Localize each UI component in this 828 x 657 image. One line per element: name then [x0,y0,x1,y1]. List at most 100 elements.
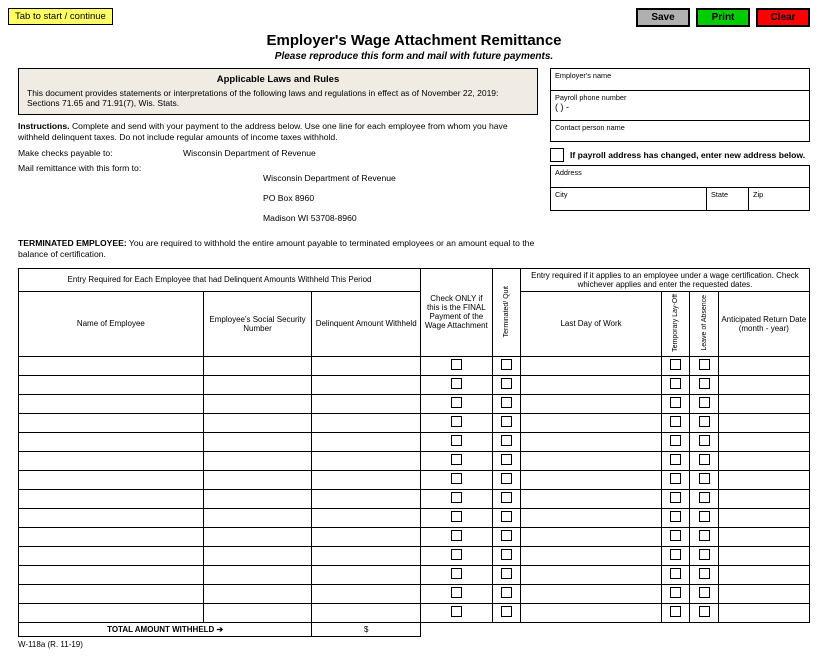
cell-amount[interactable] [312,489,421,508]
cell-final[interactable] [421,394,493,413]
cell-layoff[interactable] [662,527,690,546]
cell-termquit[interactable] [492,470,520,489]
cell-leave[interactable] [690,413,718,432]
cell-layoff[interactable] [662,603,690,622]
cell-lastday[interactable] [520,451,661,470]
cell-lastday[interactable] [520,527,661,546]
cell-ssn[interactable] [203,432,312,451]
cell-name[interactable] [19,356,204,375]
cell-leave[interactable] [690,508,718,527]
cell-layoff[interactable] [662,375,690,394]
cell-layoff[interactable] [662,356,690,375]
cell-ssn[interactable] [203,603,312,622]
cell-termquit[interactable] [492,413,520,432]
cell-amount[interactable] [312,432,421,451]
employer-name-field[interactable]: Employer's name [550,68,810,90]
address-changed-checkbox[interactable] [550,148,564,162]
contact-person-field[interactable]: Contact person name [550,120,810,142]
print-button[interactable]: Print [696,8,750,27]
cell-termquit[interactable] [492,394,520,413]
cell-name[interactable] [19,470,204,489]
cell-name[interactable] [19,508,204,527]
cell-return[interactable] [718,508,809,527]
address-field[interactable]: Address [551,166,809,188]
cell-amount[interactable] [312,356,421,375]
cell-return[interactable] [718,394,809,413]
cell-final[interactable] [421,603,493,622]
cell-name[interactable] [19,546,204,565]
cell-leave[interactable] [690,470,718,489]
cell-leave[interactable] [690,527,718,546]
cell-return[interactable] [718,527,809,546]
cell-name[interactable] [19,565,204,584]
cell-final[interactable] [421,451,493,470]
cell-lastday[interactable] [520,470,661,489]
save-button[interactable]: Save [636,8,690,27]
cell-leave[interactable] [690,451,718,470]
cell-leave[interactable] [690,565,718,584]
cell-layoff[interactable] [662,394,690,413]
cell-leave[interactable] [690,375,718,394]
payroll-phone-field[interactable]: Payroll phone number ( ) - [550,90,810,120]
cell-termquit[interactable] [492,546,520,565]
cell-lastday[interactable] [520,489,661,508]
cell-leave[interactable] [690,489,718,508]
cell-return[interactable] [718,470,809,489]
cell-final[interactable] [421,489,493,508]
cell-name[interactable] [19,432,204,451]
cell-termquit[interactable] [492,432,520,451]
cell-name[interactable] [19,451,204,470]
cell-return[interactable] [718,546,809,565]
cell-name[interactable] [19,375,204,394]
cell-name[interactable] [19,394,204,413]
cell-amount[interactable] [312,451,421,470]
cell-return[interactable] [718,565,809,584]
cell-ssn[interactable] [203,375,312,394]
cell-amount[interactable] [312,565,421,584]
city-field[interactable]: City [551,188,707,210]
cell-ssn[interactable] [203,584,312,603]
cell-leave[interactable] [690,356,718,375]
cell-amount[interactable] [312,508,421,527]
cell-amount[interactable] [312,603,421,622]
cell-amount[interactable] [312,527,421,546]
cell-amount[interactable] [312,375,421,394]
cell-final[interactable] [421,546,493,565]
cell-lastday[interactable] [520,356,661,375]
cell-final[interactable] [421,432,493,451]
cell-ssn[interactable] [203,413,312,432]
cell-amount[interactable] [312,470,421,489]
cell-amount[interactable] [312,546,421,565]
cell-return[interactable] [718,489,809,508]
cell-amount[interactable] [312,394,421,413]
cell-final[interactable] [421,527,493,546]
cell-final[interactable] [421,470,493,489]
cell-termquit[interactable] [492,356,520,375]
cell-name[interactable] [19,527,204,546]
cell-return[interactable] [718,375,809,394]
cell-leave[interactable] [690,584,718,603]
cell-ssn[interactable] [203,565,312,584]
cell-final[interactable] [421,565,493,584]
cell-lastday[interactable] [520,413,661,432]
cell-termquit[interactable] [492,603,520,622]
cell-name[interactable] [19,489,204,508]
cell-layoff[interactable] [662,584,690,603]
cell-layoff[interactable] [662,413,690,432]
cell-layoff[interactable] [662,565,690,584]
cell-leave[interactable] [690,603,718,622]
cell-layoff[interactable] [662,432,690,451]
cell-termquit[interactable] [492,508,520,527]
cell-final[interactable] [421,413,493,432]
cell-ssn[interactable] [203,451,312,470]
cell-lastday[interactable] [520,375,661,394]
cell-ssn[interactable] [203,394,312,413]
cell-final[interactable] [421,375,493,394]
cell-layoff[interactable] [662,470,690,489]
cell-return[interactable] [718,432,809,451]
cell-lastday[interactable] [520,432,661,451]
cell-final[interactable] [421,356,493,375]
cell-lastday[interactable] [520,565,661,584]
cell-layoff[interactable] [662,546,690,565]
cell-termquit[interactable] [492,527,520,546]
